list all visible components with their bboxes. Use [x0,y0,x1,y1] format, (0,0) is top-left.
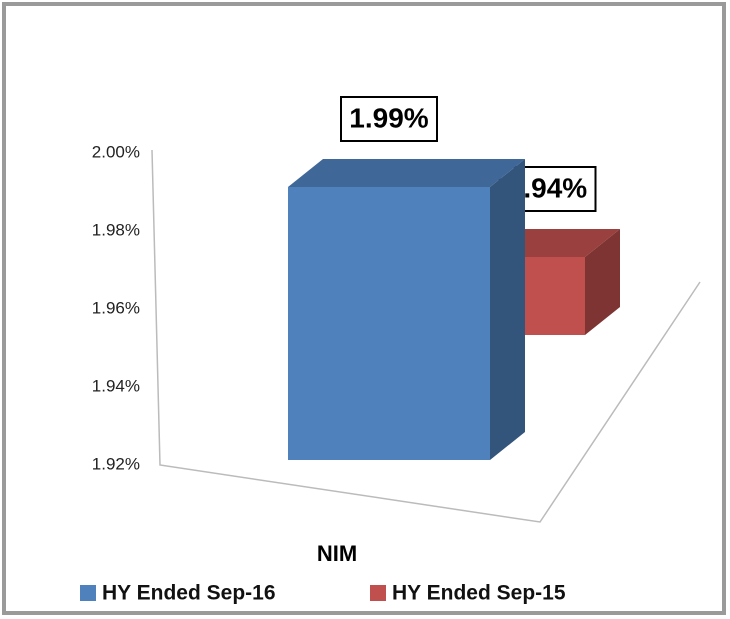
bar-front [288,187,490,460]
category-label: NIM [317,541,357,566]
legend-swatch [80,585,96,601]
bar-side [490,159,525,460]
data-label-box [340,96,438,142]
legend-label: HY Ended Sep-15 [392,582,566,605]
y-tick-label: 2.00% [92,142,140,161]
bar-top [288,159,525,187]
legend-label: HY Ended Sep-16 [102,582,276,605]
bar-side [585,229,620,335]
data-label: 1.99% [349,102,428,133]
bar [288,159,525,460]
legend-swatch [370,585,386,601]
axis-frame [151,149,701,523]
y-tick-label: 1.98% [92,220,140,239]
y-tick-label: 1.94% [92,376,140,395]
y-tick-label: 1.96% [92,298,140,317]
y-tick-label: 1.92% [92,454,140,473]
